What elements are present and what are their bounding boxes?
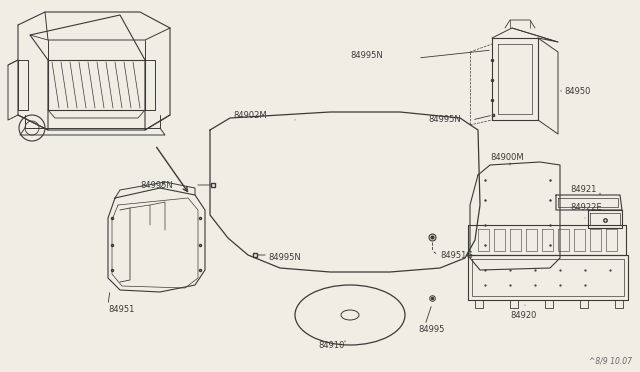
Text: 84951G: 84951G bbox=[440, 250, 473, 260]
Text: 84922E: 84922E bbox=[570, 203, 602, 212]
Text: 84995N: 84995N bbox=[268, 253, 301, 262]
Text: ^8/9 10.07: ^8/9 10.07 bbox=[589, 356, 632, 365]
Text: 84995: 84995 bbox=[418, 326, 444, 334]
Text: 84995N: 84995N bbox=[428, 115, 461, 125]
Text: 84902M: 84902M bbox=[233, 110, 267, 119]
Text: 84950: 84950 bbox=[564, 87, 590, 96]
Text: 84900M: 84900M bbox=[490, 154, 524, 163]
Text: 84951: 84951 bbox=[108, 305, 134, 314]
Text: 84995N: 84995N bbox=[350, 51, 383, 61]
Text: 84910: 84910 bbox=[318, 340, 344, 350]
Text: 84920: 84920 bbox=[510, 311, 536, 320]
Text: 84995N: 84995N bbox=[140, 180, 173, 189]
Text: 84921: 84921 bbox=[570, 186, 596, 195]
